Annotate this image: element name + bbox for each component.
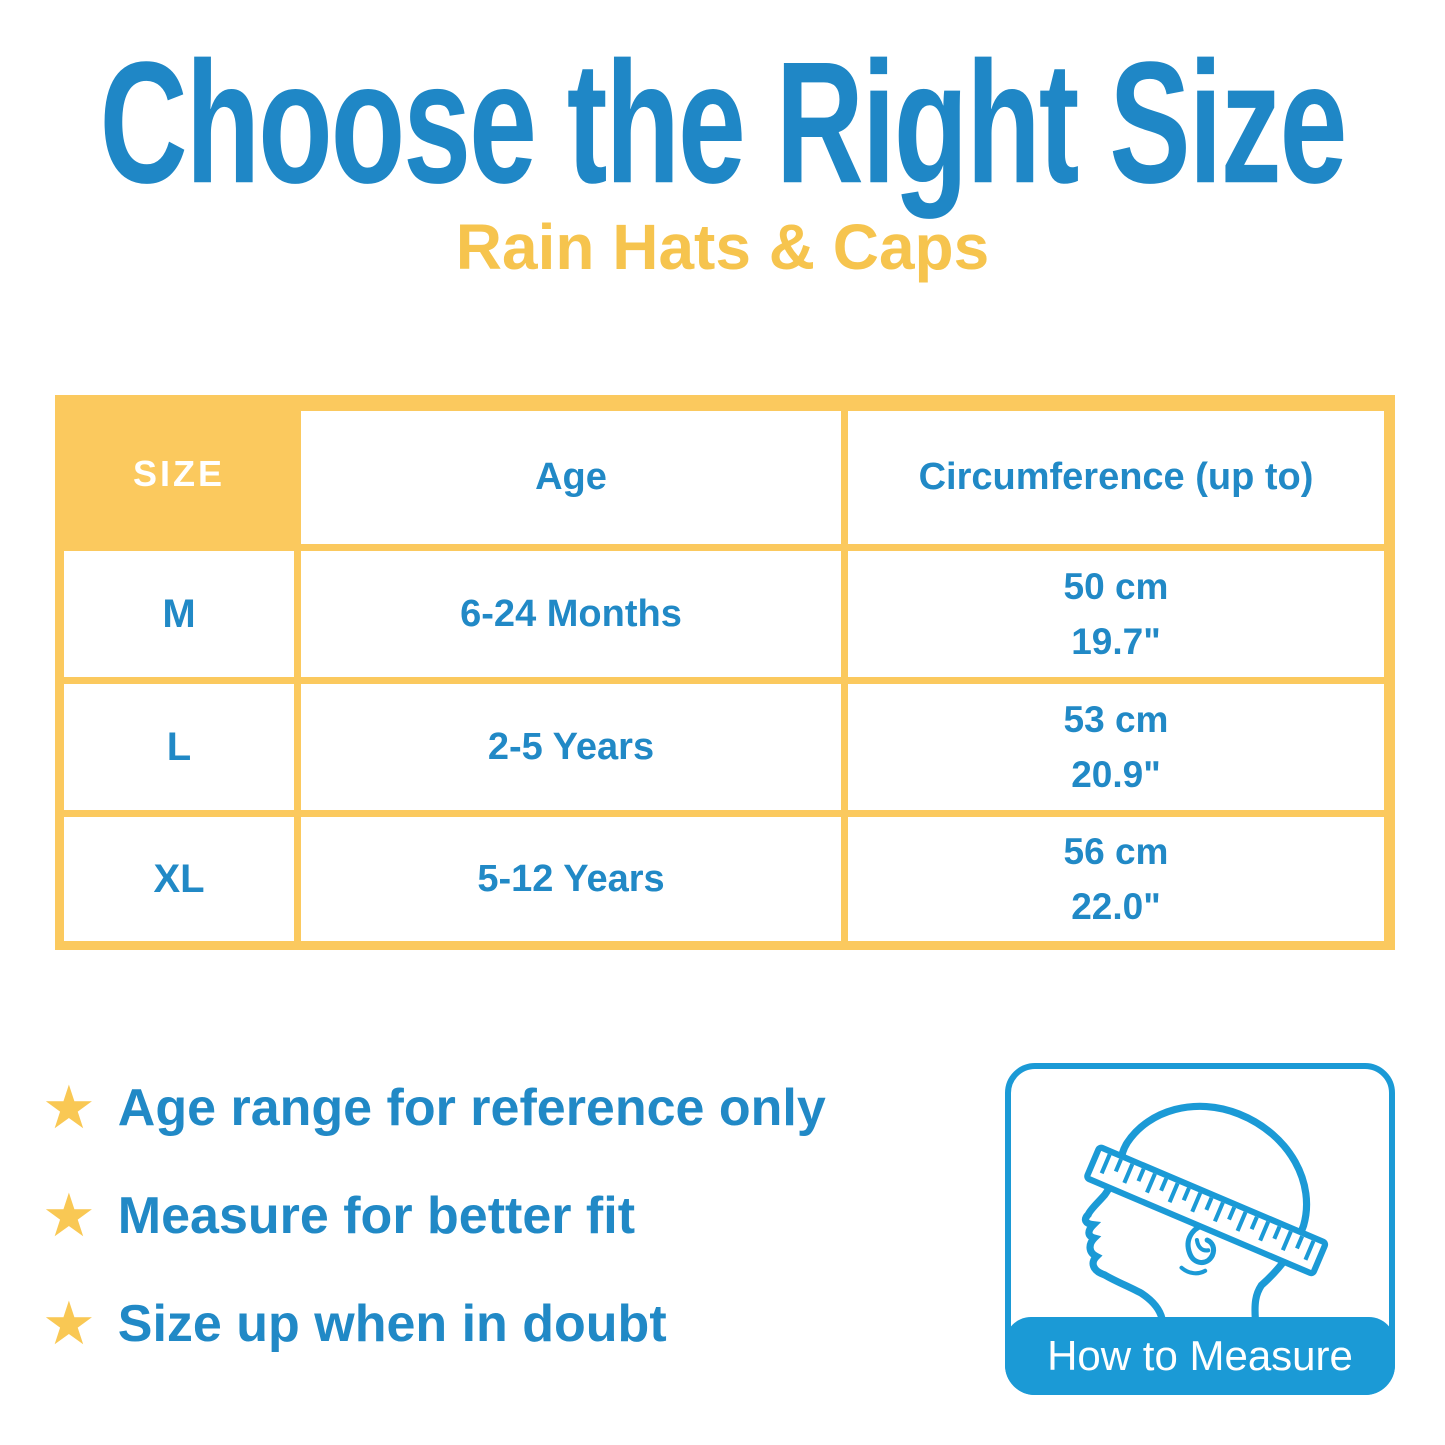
header-cell-circumference: Circumference (up to) [848,411,1384,544]
head-measurement-illustration [1081,1102,1329,1319]
circumference-cm-value: 56 cm [1063,830,1169,872]
page-title: Choose the Right Size [99,26,1348,220]
table-row-xl-age: 5-12 Years [301,817,841,941]
table-row-m-size: M [64,551,294,677]
page-subtitle: Rain Hats & Caps [455,211,990,283]
header-cell-size: SIZE [132,453,225,494]
note-text: Age range for reference only [117,1079,826,1137]
circumference-cm-value: 50 cm [1063,565,1169,607]
table-row-l-age: 2-5 Years [301,684,841,810]
size-table: SIZE Age Circumference (up to) M 6-24 Mo… [55,395,1395,950]
how-to-measure-card: How to Measure [1005,1063,1395,1395]
note-item: ★ Measure for better fit [42,1186,826,1246]
table-row-l-size: L [64,684,294,810]
measuring-tape-icon [1084,1144,1329,1277]
table-row-xl-circumference: 56 cm 22.0" [848,817,1384,941]
note-item: ★ Size up when in doubt [42,1294,826,1354]
circumference-cm-value: 53 cm [1063,698,1169,740]
note-text: Measure for better fit [117,1187,636,1245]
circumference-inches-value: 22.0" [1071,886,1161,927]
header-cell-age: Age [301,411,841,544]
star-icon: ★ [42,1181,96,1251]
table-row-l-circumference: 53 cm 20.9" [848,684,1384,810]
notes-list: ★ Age range for reference only ★ Measure… [42,1078,826,1402]
table-row-xl-size: XL [64,817,294,941]
how-to-measure-caption: How to Measure [1005,1317,1395,1395]
circumference-inches-value: 19.7" [1071,621,1161,662]
table-row-m-age: 6-24 Months [301,551,841,677]
circumference-inches-value: 20.9" [1071,754,1161,795]
table-row-m-circumference: 50 cm 19.7" [848,551,1384,677]
note-text: Size up when in doubt [117,1295,667,1353]
star-icon: ★ [42,1073,96,1143]
star-icon: ★ [42,1289,96,1359]
note-item: ★ Age range for reference only [42,1078,826,1138]
